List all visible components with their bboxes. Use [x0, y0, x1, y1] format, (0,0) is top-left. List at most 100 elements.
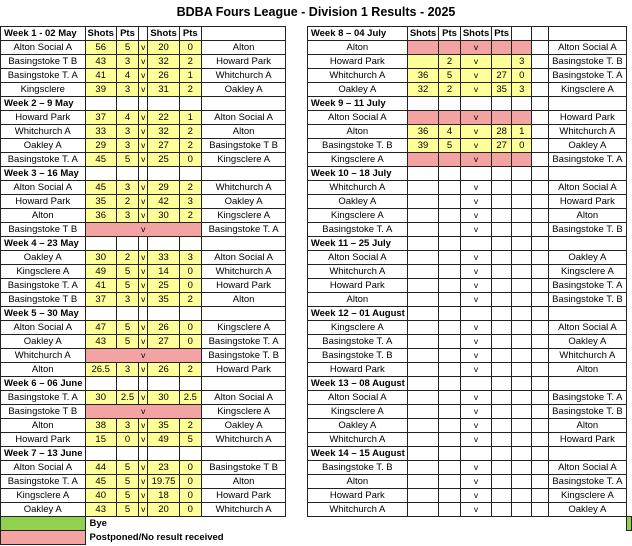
away-shots[interactable] — [491, 460, 513, 475]
home-team[interactable]: Basingstoke T. B — [306, 348, 408, 363]
pts-header[interactable] — [438, 446, 461, 461]
shots-header[interactable] — [84, 166, 117, 181]
vs-cell[interactable]: v — [138, 250, 149, 265]
vs-cell[interactable]: v — [459, 418, 493, 433]
home-shots[interactable] — [406, 418, 440, 433]
home-team[interactable]: Howard Park — [306, 54, 408, 69]
away-pts[interactable] — [511, 362, 533, 377]
home-team[interactable]: Kingsclere A — [0, 488, 86, 503]
away-shots[interactable]: 18 — [147, 488, 180, 503]
home-shots[interactable]: 44 — [84, 460, 117, 475]
away-pts[interactable] — [511, 334, 533, 349]
away-shots[interactable] — [491, 390, 513, 405]
vs-cell[interactable]: v — [138, 278, 149, 293]
away-shots[interactable]: 25 — [147, 278, 180, 293]
home-team[interactable]: Alton — [306, 474, 408, 489]
vs-cell[interactable]: v — [138, 152, 149, 167]
away-team[interactable] — [531, 180, 549, 195]
vs-cell[interactable]: v — [138, 68, 149, 83]
home-pts[interactable]: 3 — [115, 362, 140, 377]
shots-header[interactable] — [406, 446, 440, 461]
vs-cell[interactable]: v — [138, 264, 149, 279]
home-shots[interactable]: 41 — [84, 278, 117, 293]
home-shots[interactable] — [406, 292, 440, 307]
away-shots[interactable] — [491, 264, 513, 279]
away-team[interactable] — [531, 68, 549, 83]
away-pts[interactable]: 2 — [178, 362, 202, 377]
home-pts[interactable]: 5 — [115, 278, 140, 293]
away-pts[interactable]: 0 — [178, 152, 202, 167]
away-shots[interactable]: 25 — [147, 152, 180, 167]
home-pts[interactable]: 3 — [115, 82, 140, 97]
away-team[interactable] — [531, 194, 549, 209]
home-team[interactable]: Oakley A — [0, 334, 86, 349]
home-shots[interactable]: 43 — [84, 334, 117, 349]
away-shots[interactable]: 23 — [147, 460, 180, 475]
far-team[interactable]: Basingstoke T. A — [547, 68, 627, 83]
away-team[interactable] — [531, 502, 549, 517]
home-team[interactable]: Alton — [0, 418, 86, 433]
away-team[interactable] — [531, 292, 549, 307]
far-team[interactable]: Basingstoke T. A — [547, 474, 627, 489]
home-pts[interactable]: 2 — [115, 250, 140, 265]
away-header[interactable] — [200, 446, 287, 461]
far-team[interactable]: Basingstoke T. B — [547, 54, 627, 69]
pts-header[interactable] — [115, 306, 140, 321]
away-shots[interactable]: 20 — [147, 40, 180, 55]
away-team[interactable]: Kingsclere A — [200, 152, 287, 167]
home-shots[interactable] — [406, 194, 440, 209]
away-pts[interactable]: 2.5 — [178, 390, 202, 405]
away-team[interactable]: Alton — [200, 292, 287, 307]
vs-cell[interactable]: v — [459, 348, 493, 363]
home-pts[interactable]: 3 — [115, 292, 140, 307]
pts-header[interactable]: Pts — [115, 26, 140, 41]
home-team[interactable]: Oakley A — [306, 82, 408, 97]
away-team[interactable]: Whitchurch A — [200, 264, 287, 279]
pts-header[interactable]: Pts — [438, 26, 461, 41]
home-team[interactable]: Alton — [306, 124, 408, 139]
blank-header[interactable] — [531, 236, 549, 251]
home-shots[interactable] — [406, 390, 440, 405]
away-header[interactable] — [200, 376, 287, 391]
away-shots[interactable]: 31 — [147, 82, 180, 97]
shots-header[interactable] — [459, 236, 493, 251]
home-shots[interactable] — [406, 488, 440, 503]
pts-header[interactable] — [491, 166, 513, 181]
away-shots[interactable] — [491, 488, 513, 503]
blank-header[interactable] — [511, 306, 533, 321]
away-shots[interactable]: 49 — [147, 432, 180, 447]
week-label[interactable]: Week 14 – 15 August — [306, 446, 408, 461]
away-pts[interactable]: 2 — [178, 180, 202, 195]
away-pts[interactable]: 3 — [178, 194, 202, 209]
home-shots[interactable]: 26.5 — [84, 362, 117, 377]
away-pts[interactable]: 2 — [178, 208, 202, 223]
home-team[interactable]: Basingstoke T. A — [0, 152, 86, 167]
away-shots[interactable] — [491, 404, 513, 419]
vs-cell[interactable]: v — [459, 208, 493, 223]
home-pts[interactable]: 5 — [115, 40, 140, 55]
home-shots[interactable]: 40 — [84, 488, 117, 503]
vs-cell[interactable]: v — [459, 250, 493, 265]
blank-header[interactable] — [511, 446, 533, 461]
home-pts[interactable]: 5 — [115, 264, 140, 279]
away-shots[interactable] — [491, 348, 513, 363]
home-shots[interactable]: 43 — [84, 502, 117, 517]
home-shots[interactable]: 30 — [84, 250, 117, 265]
shots-header[interactable]: Shots — [147, 26, 180, 41]
vs-cell[interactable]: v — [459, 138, 493, 153]
away-pts[interactable]: 0 — [178, 488, 202, 503]
away-team[interactable] — [531, 152, 549, 167]
away-pts[interactable] — [511, 208, 533, 223]
home-team[interactable]: Alton Social A — [306, 390, 408, 405]
home-team[interactable]: Alton Social A — [306, 110, 408, 125]
blank-header[interactable] — [511, 26, 533, 41]
shots-header[interactable]: Shots — [406, 26, 440, 41]
away-team[interactable] — [531, 278, 549, 293]
vs-cell[interactable]: v — [138, 390, 149, 405]
pts-header[interactable] — [438, 376, 461, 391]
away-shots[interactable]: 30 — [147, 390, 180, 405]
blank-header[interactable] — [531, 306, 549, 321]
shots-header[interactable] — [406, 236, 440, 251]
vs-cell[interactable]: v — [459, 334, 493, 349]
away-shots[interactable]: 29 — [147, 180, 180, 195]
